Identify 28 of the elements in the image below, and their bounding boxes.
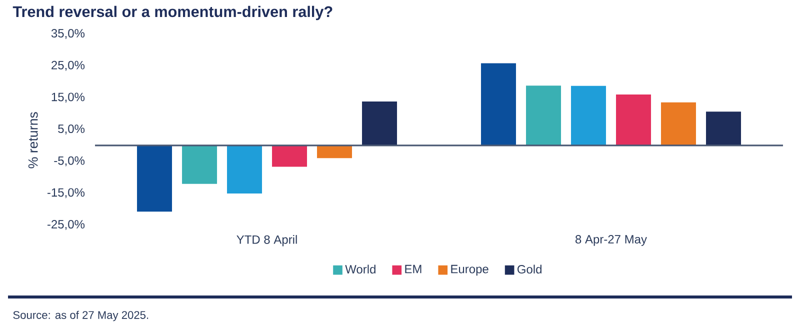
y-tick-label: -25,0% xyxy=(47,220,85,230)
bar xyxy=(317,146,352,158)
bar xyxy=(227,146,262,194)
legend-label: Europe xyxy=(451,265,488,276)
bar xyxy=(362,102,398,146)
bar xyxy=(616,94,651,146)
chart-title: Trend reversal or a momentum-driven rally? xyxy=(12,6,332,20)
y-tick-label: 25,0% xyxy=(52,61,85,71)
y-tick-label: -15,0% xyxy=(47,188,85,198)
legend-label: World xyxy=(345,264,376,274)
bar xyxy=(272,146,308,167)
y-tick-label: 15,0% xyxy=(52,92,85,103)
bar xyxy=(480,63,516,146)
bar xyxy=(182,146,218,184)
x-tick-label: YTD 8 April xyxy=(236,235,297,246)
bar xyxy=(660,102,696,146)
bar xyxy=(137,146,172,212)
y-tick-label: 5,0% xyxy=(58,124,85,135)
y-tick-label: -5,0% xyxy=(54,156,85,166)
source-note: Source: as of 27 May 2025. xyxy=(13,311,148,322)
legend-label: EM xyxy=(405,265,422,274)
bar xyxy=(526,86,562,146)
y-tick-label: 35,0% xyxy=(51,29,85,40)
legend-label: Gold xyxy=(518,264,542,274)
bar xyxy=(706,112,741,146)
x-tick-label: 8 Apr-27 May xyxy=(576,235,647,246)
bar xyxy=(570,86,606,146)
y-axis-title: % returns xyxy=(28,112,38,168)
